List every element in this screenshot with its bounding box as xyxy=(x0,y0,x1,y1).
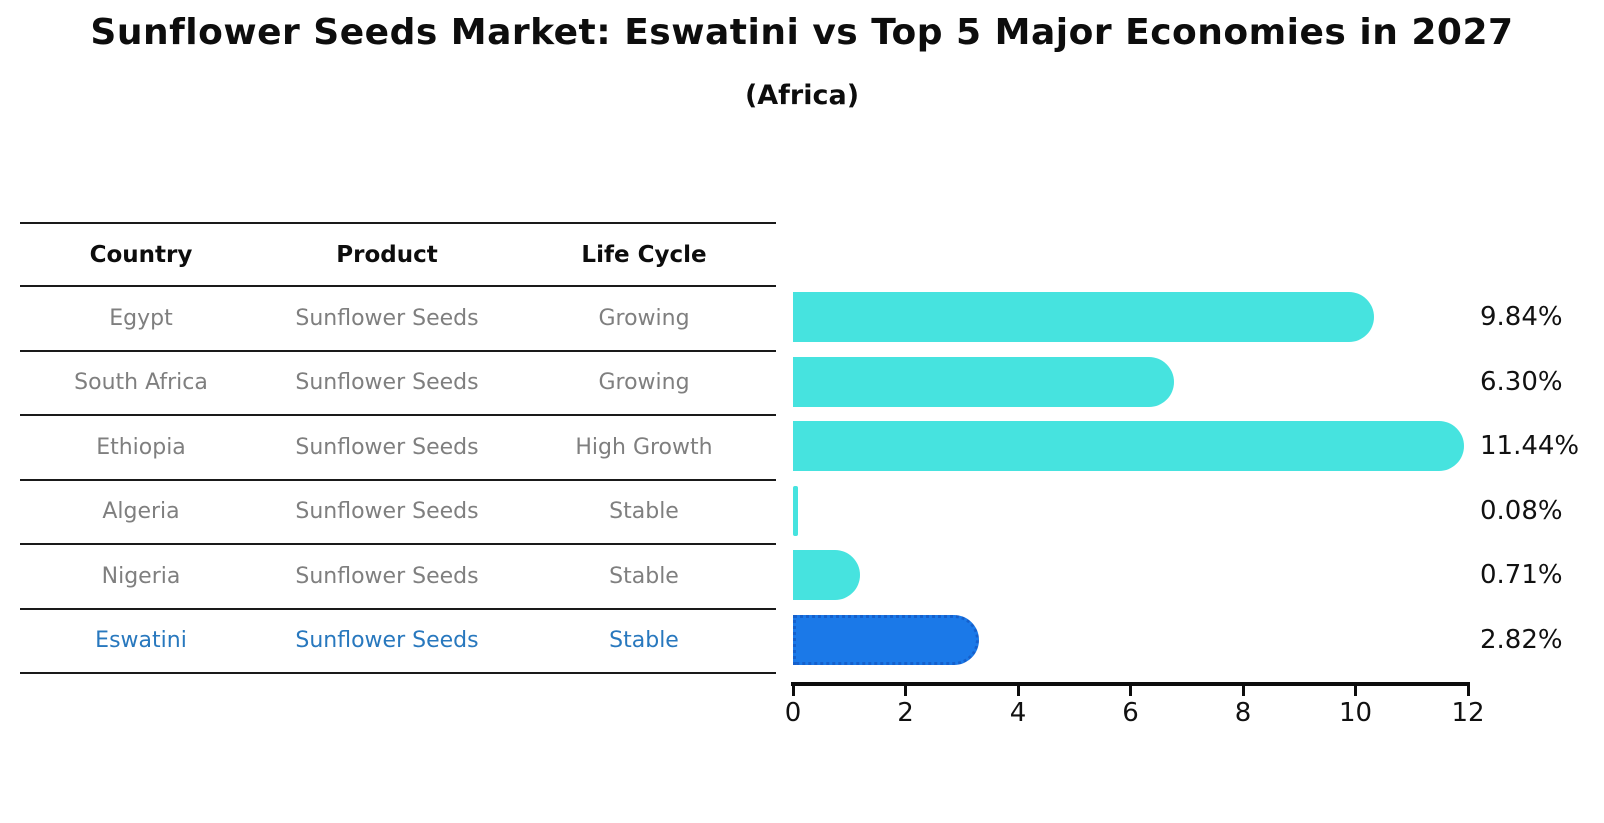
bar-eswatini-highlighted xyxy=(793,614,979,665)
value-label: 0.08% xyxy=(1480,495,1563,526)
product-cell: Sunflower Seeds xyxy=(295,499,479,525)
table-row: Egypt Sunflower Seeds Growing xyxy=(20,287,776,352)
x-tick-label: 12 xyxy=(1451,698,1485,728)
x-tick xyxy=(1129,685,1132,696)
x-tick-label: 4 xyxy=(1009,698,1027,728)
x-tick xyxy=(1466,685,1470,696)
x-tick-label: 10 xyxy=(1338,698,1373,728)
bar-row: 11.44% xyxy=(793,414,1579,479)
x-tick-label: 2 xyxy=(897,698,914,728)
col-header-country: Country xyxy=(89,241,193,268)
product-cell: Sunflower Seeds xyxy=(295,434,479,460)
col-header-life-cycle: Life Cycle xyxy=(581,241,707,268)
table-row: Ethiopia Sunflower Seeds High Growth xyxy=(20,416,776,481)
country-cell: Algeria xyxy=(102,499,180,525)
country-cell: Nigeria xyxy=(101,563,181,589)
country-cell: Eswatini xyxy=(95,628,187,654)
product-cell: Sunflower Seeds xyxy=(295,563,479,589)
x-tick xyxy=(1016,685,1020,696)
x-tick-label: 8 xyxy=(1234,698,1252,728)
table-row: Algeria Sunflower Seeds Stable xyxy=(20,481,776,545)
value-label: 0.71% xyxy=(1480,560,1563,591)
bar-row: 6.30% xyxy=(793,350,1563,415)
bar-south-africa xyxy=(793,356,1175,407)
value-label: 11.44% xyxy=(1480,431,1580,462)
x-tick xyxy=(791,685,795,696)
x-tick xyxy=(1354,685,1357,696)
life-cycle-cell: Growing xyxy=(598,370,690,396)
page-title: Sunflower Seeds Market: Eswatini vs Top … xyxy=(90,12,1514,53)
x-axis: 0 2 4 6 8 10 12 xyxy=(785,682,1485,732)
country-cell: Egypt xyxy=(109,305,173,331)
product-cell: Sunflower Seeds xyxy=(295,370,479,396)
x-tick xyxy=(1241,685,1245,696)
bar-plot-area: 9.84% 6.30% 11.44% 0.08% 0.71% 2.82% xyxy=(793,285,1579,673)
life-cycle-cell: Growing xyxy=(598,305,690,331)
x-tick-label: 0 xyxy=(784,698,802,728)
x-tick xyxy=(904,685,907,696)
life-cycle-cell: Stable xyxy=(609,563,679,589)
bar-row: 0.08% xyxy=(793,479,1563,544)
country-cell: Ethiopia xyxy=(96,434,186,460)
bar-nigeria xyxy=(793,550,860,601)
table-header: Country Product Life Cycle xyxy=(20,224,776,287)
data-table: Country Product Life Cycle Egypt Sunflow… xyxy=(20,222,776,674)
value-label: 9.84% xyxy=(1480,302,1563,333)
bar-row: 2.82% xyxy=(793,608,1563,673)
col-header-product: Product xyxy=(336,241,438,268)
life-cycle-cell: Stable xyxy=(609,628,679,654)
bar-ethiopia xyxy=(793,421,1464,472)
table-row-eswatini-highlighted: Eswatini Sunflower Seeds Stable xyxy=(20,610,776,674)
country-cell: South Africa xyxy=(74,370,208,396)
product-cell: Sunflower Seeds xyxy=(295,628,479,654)
bar-egypt xyxy=(793,292,1374,343)
table-row: South Africa Sunflower Seeds Growing xyxy=(20,352,776,416)
x-axis-line xyxy=(791,682,1470,686)
x-tick-label: 6 xyxy=(1122,698,1139,728)
life-cycle-cell: Stable xyxy=(609,499,679,525)
value-label: 2.82% xyxy=(1480,624,1563,655)
product-cell: Sunflower Seeds xyxy=(295,305,479,331)
bar-algeria xyxy=(793,485,798,536)
page-subtitle: (Africa) xyxy=(744,80,860,111)
table-row: Nigeria Sunflower Seeds Stable xyxy=(20,545,776,610)
life-cycle-cell: High Growth xyxy=(575,434,713,460)
bar-row: 0.71% xyxy=(793,543,1563,608)
value-label: 6.30% xyxy=(1480,366,1563,397)
bar-row: 9.84% xyxy=(793,285,1563,350)
